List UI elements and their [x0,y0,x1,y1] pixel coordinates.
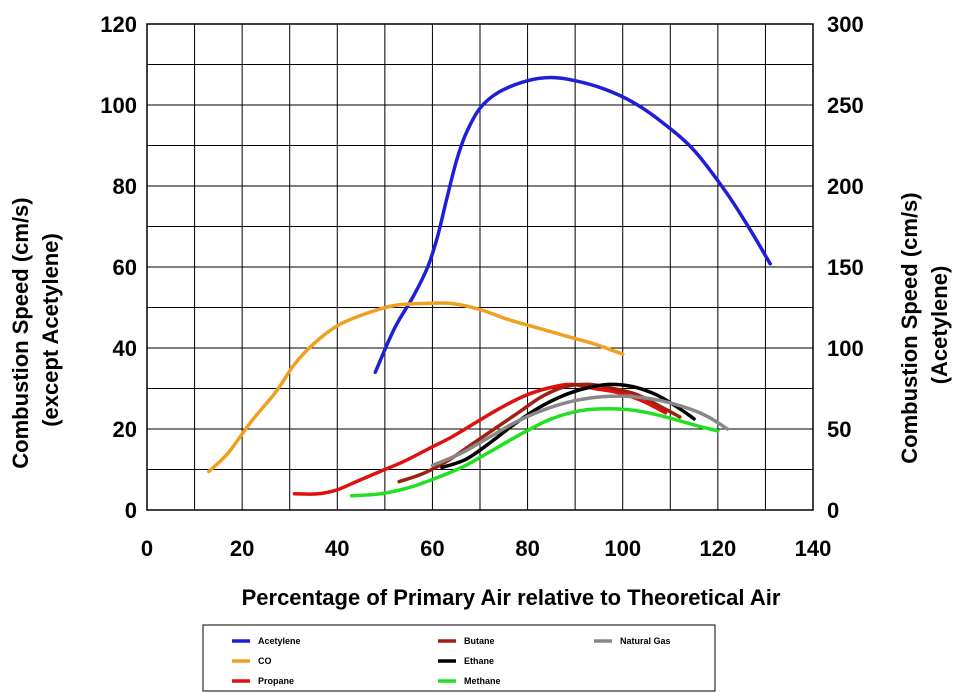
legend-label-acetylene: Acetylene [258,636,301,646]
x-tick-label: 140 [795,536,832,561]
y-left-tick-label: 80 [113,174,137,199]
y-right-tick-label: 50 [827,417,851,442]
y-left-tick-label: 20 [113,417,137,442]
series-line-natural-gas [430,394,730,468]
x-tick-label: 20 [230,536,254,561]
series-line-co [207,301,625,474]
y-right-tick-label: 200 [827,174,864,199]
legend-label-butane: Butane [464,636,495,646]
legend-items: Acetylene CO Propane Butane Ethane Methane Nat… [232,636,671,686]
legend-label-propane: Propane [258,676,294,686]
legend-box [202,624,716,692]
x-tick-label: 40 [325,536,349,561]
right-axis-title-line-2: (Acetylene) [927,266,952,385]
right-axis-title: Combustion Speed (cm/s) (Acetylene) [897,186,952,463]
x-tick-label: 100 [604,536,641,561]
grid [147,24,813,510]
right-axis-title-line-1: Combustion Speed (cm/s) [897,192,922,463]
y-right-tick-label: 0 [827,498,839,523]
x-tick-label: 80 [515,536,539,561]
y-right-tick-label: 100 [827,336,864,361]
x-tick-label: 0 [141,536,153,561]
y-right-tick-label: 150 [827,255,864,280]
y-left-tick-label: 100 [100,93,137,118]
y-right-tick-label: 250 [827,93,864,118]
legend-label-co: CO [258,656,272,666]
y-left-tick-label: 40 [113,336,137,361]
y-left-tick-label: 120 [100,12,137,37]
series-line-acetylene [373,75,772,375]
legend-label-methane: Methane [464,676,501,686]
left-axis-title-line-2: (except Acetylene) [38,233,63,427]
plot-frame [146,23,814,511]
x-axis-title: Percentage of Primary Air relative to Th… [242,585,781,610]
series-lines [207,75,772,498]
series-line-methane [349,407,720,498]
y-left-tick-label: 0 [125,498,137,523]
series-line-propane [292,382,668,496]
x-tick-label: 120 [699,536,736,561]
legend-label-natural-gas: Natural Gas [620,636,671,646]
y-right-tick-label: 300 [827,12,864,37]
y-left-tick-label: 60 [113,255,137,280]
series-line-ethane [440,382,696,470]
legend-label-ethane: Ethane [464,656,494,666]
x-tick-label: 60 [420,536,444,561]
left-axis-title: Combustion Speed (cm/s) (except Acetylen… [8,191,63,468]
tick-labels: 0 20 40 60 80 100 120 140 0 20 40 60 80 100 120 0 50 100 1… [100,12,863,561]
left-axis-title-line-1: Combustion Speed (cm/s) [8,197,33,468]
legend: Acetylene CO Propane Butane Ethane Methane Nat… [202,624,716,692]
